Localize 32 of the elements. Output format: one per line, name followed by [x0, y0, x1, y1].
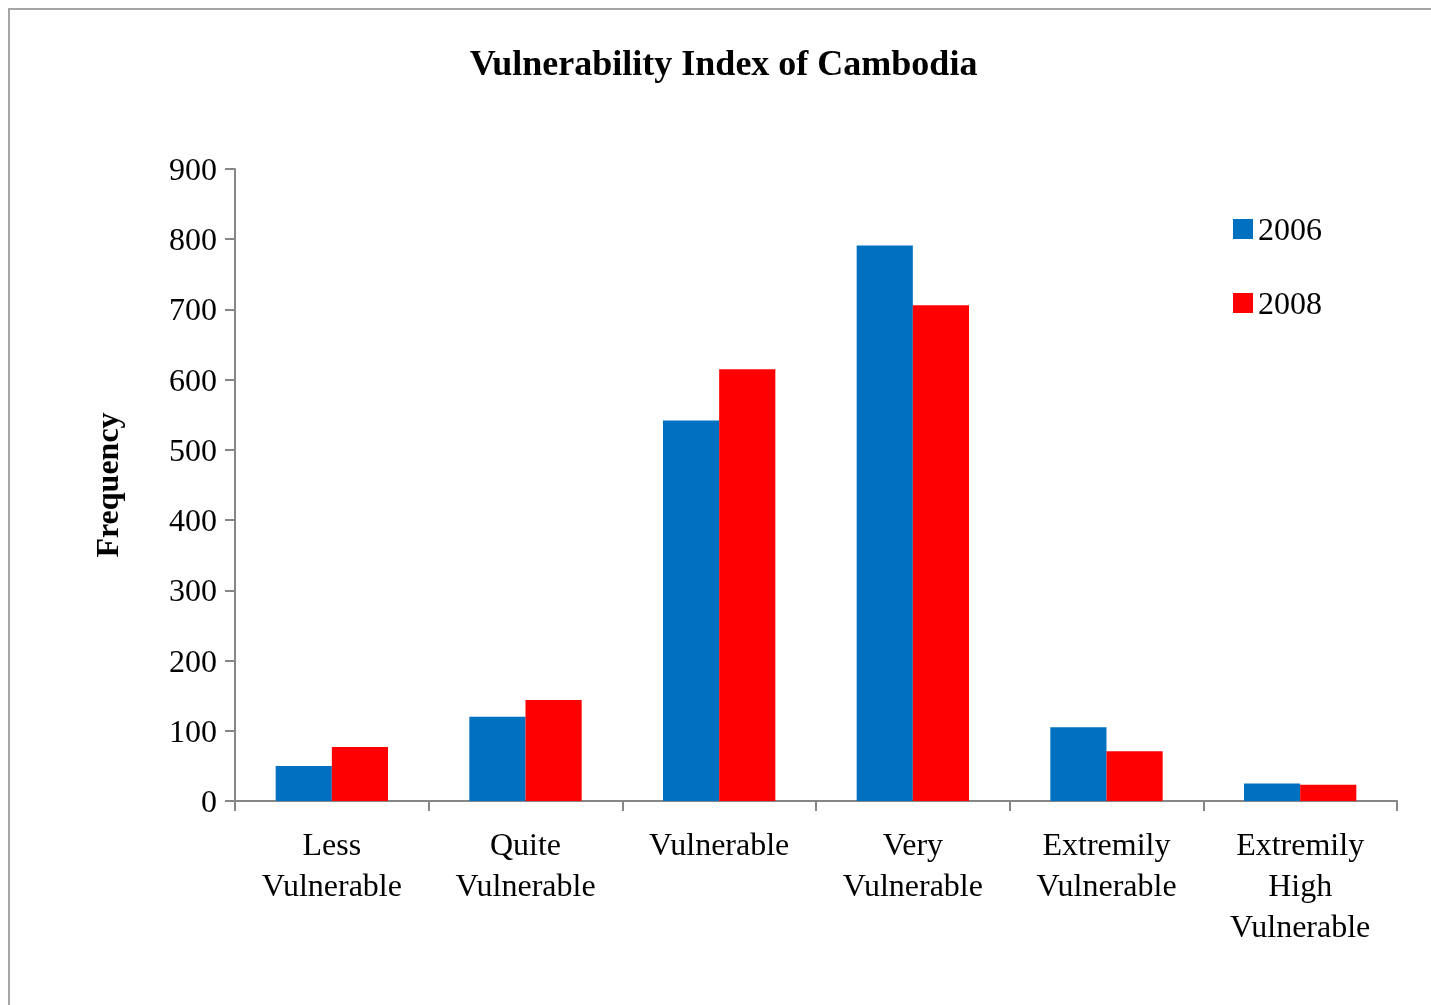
x-tick-label: Vulnerable: [649, 825, 790, 862]
bar: [856, 245, 913, 801]
x-tick-label: Quite Vulnerable: [455, 825, 596, 903]
chart-title: Vulnerability Index of Cambodia: [469, 43, 978, 83]
bar: [1106, 751, 1163, 801]
legend-label: 2008: [1258, 285, 1322, 321]
y-tick-label: 800: [169, 221, 217, 258]
y-tick-label: 700: [169, 291, 217, 328]
y-tick-label: 100: [169, 712, 217, 749]
y-tick-label: 200: [169, 642, 217, 679]
y-tick-label: 600: [169, 361, 217, 398]
bar: [912, 305, 969, 801]
x-tick-label: Less Vulnerable: [261, 825, 402, 903]
bar: [275, 765, 332, 801]
y-tick-label: 0: [201, 783, 217, 819]
y-tick-label: 500: [169, 431, 217, 468]
y-tick-label: 900: [169, 151, 217, 187]
x-tick-label: Extremily Vulnerable: [1036, 825, 1177, 903]
y-axis-title: Frequency: [89, 412, 125, 558]
bar: [1300, 784, 1357, 801]
y-tick-label: 300: [169, 572, 217, 609]
bar: [1244, 783, 1301, 801]
x-tick-label: Extremily High Vulnerable: [1230, 825, 1371, 944]
bar: [469, 716, 526, 801]
bar: [719, 369, 776, 801]
bar: [525, 699, 582, 801]
x-tick-label: Very Vulnerable: [842, 825, 983, 903]
bar: [1050, 727, 1107, 801]
y-tick-label: 400: [169, 502, 217, 539]
bar: [331, 746, 388, 801]
bar: [663, 420, 720, 801]
legend-label: 2006: [1258, 211, 1322, 247]
